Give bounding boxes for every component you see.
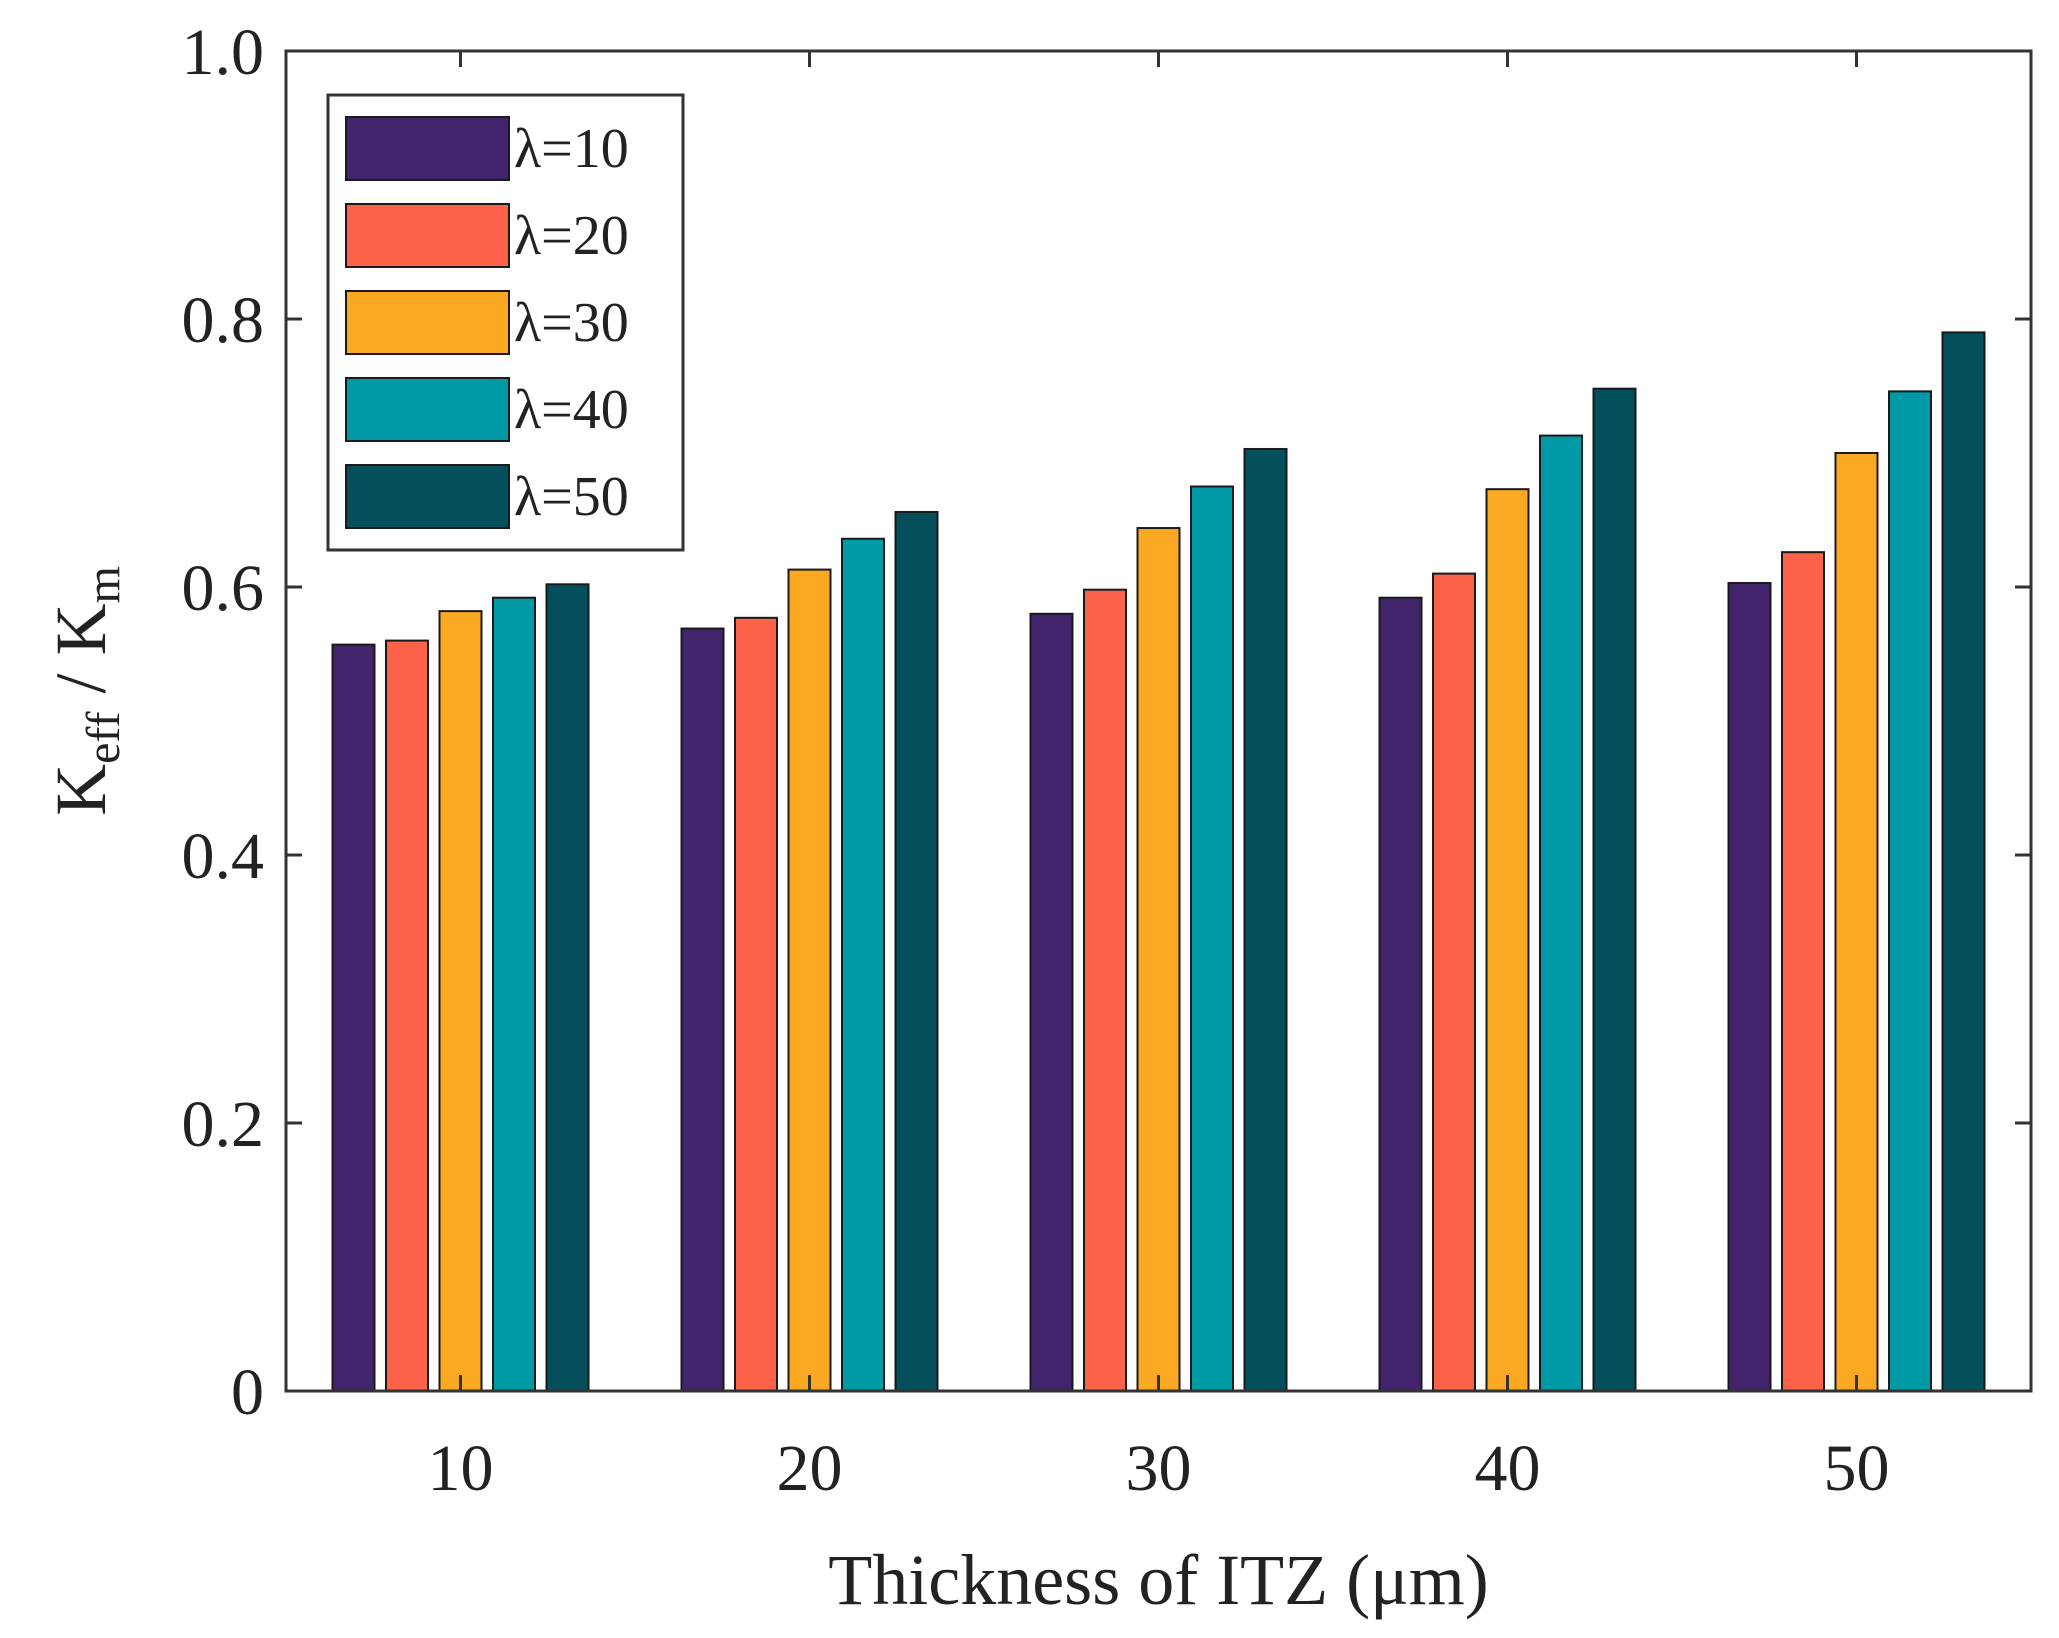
legend-label: λ=40 (514, 379, 629, 441)
x-tick-label: 20 (777, 1432, 843, 1505)
y-axis-title-sub2: m (77, 566, 130, 603)
legend-label: λ=30 (514, 292, 629, 354)
y-tick-label: 0.6 (182, 552, 265, 625)
bar-40-50 (1888, 390, 1932, 1392)
bar-40-30 (1190, 485, 1234, 1392)
y-axis-title-base2: K (41, 603, 121, 655)
bar-20-30 (1083, 588, 1127, 1392)
bar-20-40 (1432, 572, 1476, 1392)
bars-layer (331, 331, 1986, 1393)
y-tick-label: 0.2 (182, 1088, 265, 1161)
bar-30-30 (1136, 527, 1181, 1392)
x-tick-label: 30 (1126, 1432, 1192, 1505)
bar-50-50 (1941, 331, 1986, 1392)
legend-swatch (345, 116, 510, 181)
bar-10-30 (1029, 612, 1074, 1392)
legend: λ=10 λ=20 λ=30 λ=40 λ=50 (326, 93, 685, 552)
bar-40-20 (841, 537, 885, 1392)
x-tick-label: 40 (1475, 1432, 1541, 1505)
y-tick-label: 0.4 (182, 820, 265, 893)
bar-40-40 (1539, 434, 1583, 1392)
bar-10-50 (1727, 581, 1772, 1392)
legend-label: λ=50 (514, 466, 629, 528)
legend-label: λ=10 (514, 118, 629, 180)
bar-30-50 (1834, 452, 1879, 1392)
y-axis-title: Keff / Km (41, 566, 130, 816)
bar-30-40 (1485, 488, 1530, 1392)
bar-50-10 (545, 583, 590, 1392)
y-axis-title-base1: K (41, 764, 121, 816)
bar-50-40 (1592, 387, 1637, 1392)
legend-label: λ=20 (514, 205, 629, 267)
bar-50-20 (894, 510, 939, 1392)
x-axis-title: Thickness of ITZ (μm) (828, 1540, 1488, 1620)
y-axis-title-sub1: eff (77, 711, 130, 763)
bar-30-20 (787, 568, 832, 1392)
x-tick-label: 10 (428, 1432, 494, 1505)
bar-10-40 (1378, 596, 1423, 1392)
y-tick-label: 0.8 (182, 284, 265, 357)
legend-swatch (345, 290, 510, 355)
bar-30-10 (438, 610, 483, 1392)
bar-20-50 (1781, 551, 1825, 1392)
bar-40-10 (492, 596, 536, 1392)
y-axis-title-sep: / (41, 655, 121, 711)
bar-50-30 (1243, 447, 1288, 1393)
y-tick-label: 0 (231, 1356, 264, 1429)
legend-swatch (345, 464, 510, 529)
legend-swatch (345, 203, 510, 268)
x-tick-label: 50 (1824, 1432, 1890, 1505)
bar-10-20 (680, 627, 725, 1392)
bar-20-20 (734, 616, 778, 1392)
ticks-layer: 0 0.2 0.4 0.6 0.8 1.0 10 20 30 40 50 (182, 16, 2031, 1505)
bar-10-10 (331, 643, 376, 1392)
bar-20-10 (385, 639, 429, 1392)
y-tick-label: 1.0 (182, 16, 265, 89)
legend-swatch (345, 377, 510, 442)
